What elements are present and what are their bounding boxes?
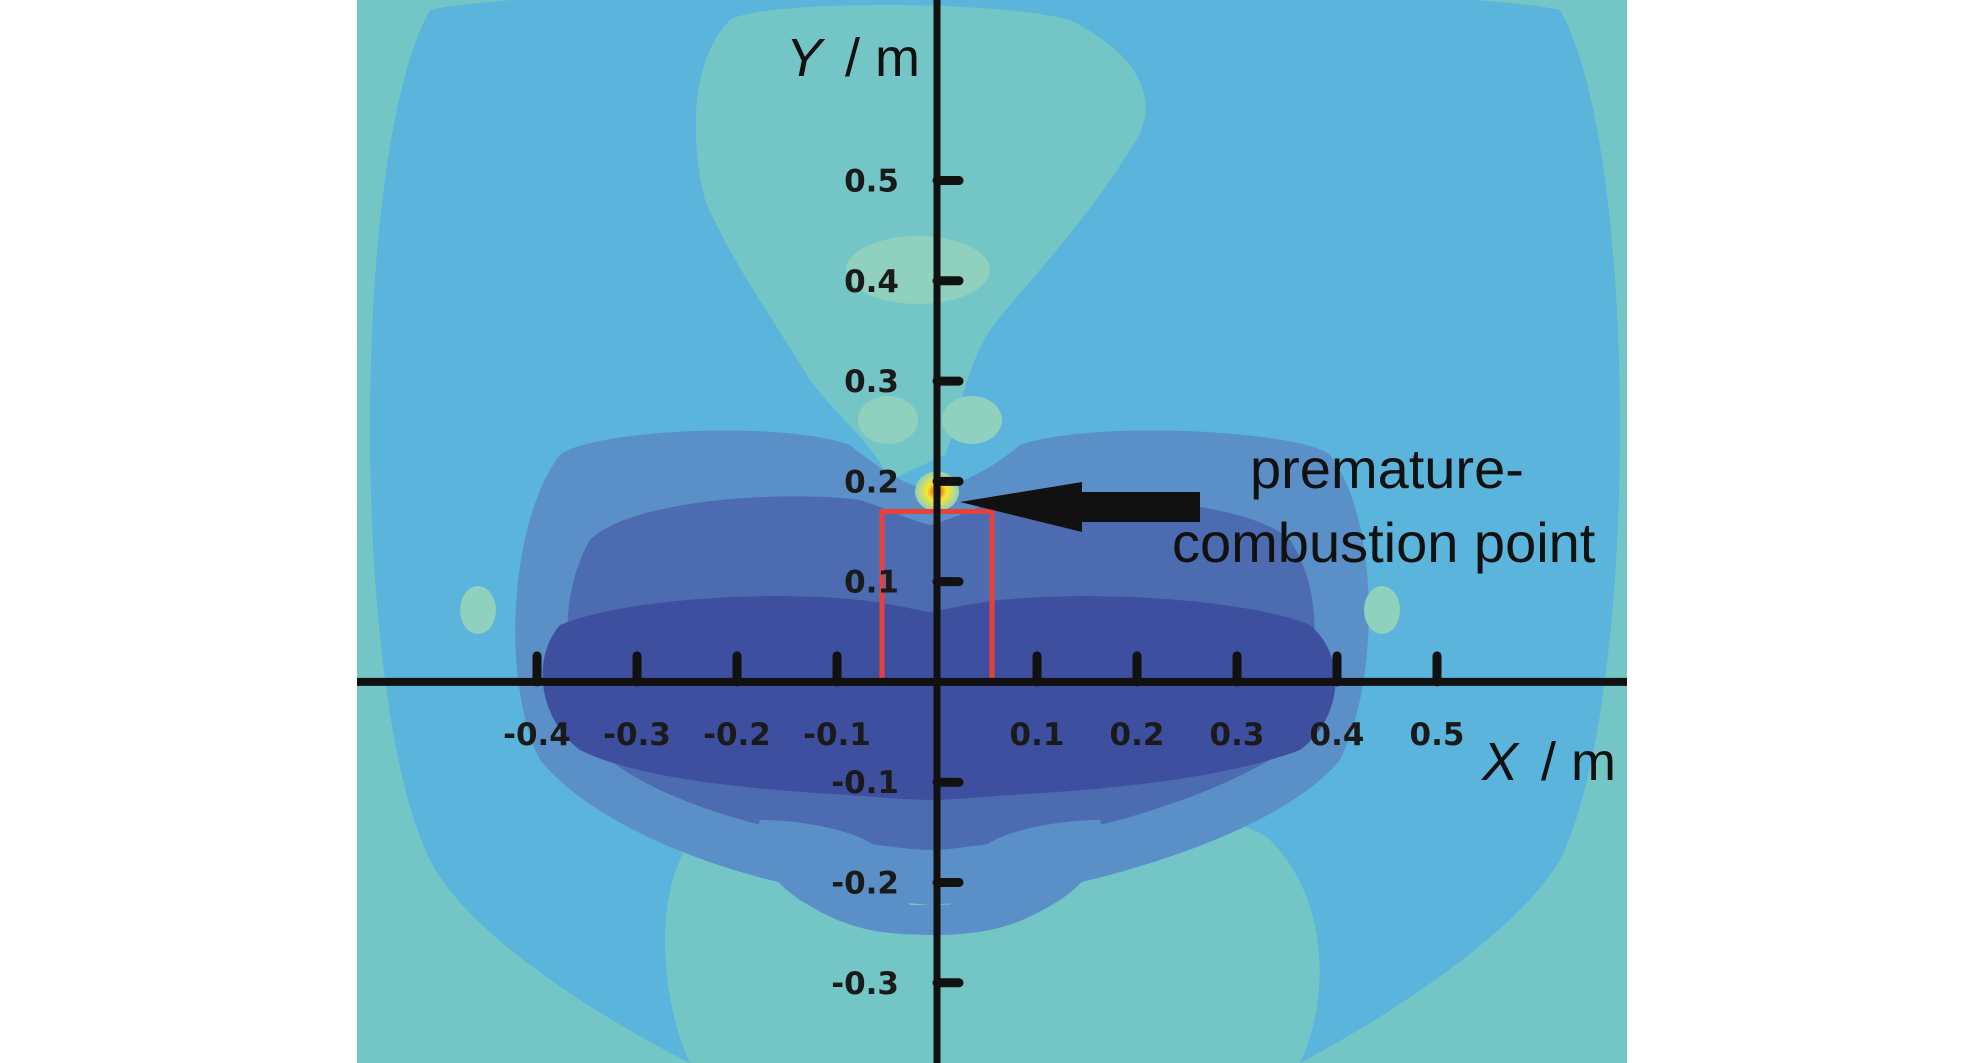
- y-tick-label: 0.2: [844, 464, 899, 500]
- x-tick-label: -0.2: [703, 717, 771, 753]
- x-axis-title: X / m: [1480, 732, 1616, 792]
- y-tick-label: 0.3: [844, 364, 899, 400]
- annotation-arrow: [960, 482, 1200, 532]
- x-tick-label: 0.4: [1310, 717, 1365, 753]
- x-tick-label: -0.4: [503, 717, 571, 753]
- y-axis-title: Y / m: [786, 28, 920, 88]
- x-tick-label: 0.5: [1410, 717, 1465, 753]
- y-tick-label: -0.2: [831, 865, 899, 901]
- x-tick-label: -0.1: [803, 717, 871, 753]
- y-axis-unit: / m: [845, 28, 920, 88]
- contour-lower-dip: [757, 820, 1103, 935]
- x-axis-symbol: X: [1480, 732, 1520, 792]
- contour-plume-spot-upper: [846, 236, 990, 304]
- y-axis-symbol: Y: [786, 28, 826, 88]
- x-tick-label: 0.2: [1110, 717, 1165, 753]
- contour-plume-spot-lower-left: [858, 396, 918, 444]
- x-tick-label: 0.3: [1210, 717, 1265, 753]
- x-axis-unit: / m: [1541, 732, 1616, 792]
- y-tick-label: -0.3: [831, 966, 899, 1002]
- x-tick-label: 0.1: [1010, 717, 1065, 753]
- y-tick-label: 0.1: [844, 565, 899, 601]
- y-ticks: 0.5 0.4 0.3 0.2 0.1 -0.1 -0.2 -0.3: [831, 164, 964, 1002]
- x-tick-label: -0.3: [603, 717, 671, 753]
- x-ticks: -0.4 -0.3 -0.2 -0.1 0.1 0.2 0.3 0.4 0.5: [503, 651, 1465, 753]
- contour-right-blob: [1364, 586, 1400, 634]
- contour-left-blob: [460, 586, 496, 634]
- contour-plume-spot-lower-right: [942, 396, 1002, 444]
- y-tick-label: -0.1: [831, 765, 899, 801]
- y-tick-label: 0.5: [844, 164, 899, 200]
- annotation-line-1: premature-: [1250, 437, 1524, 500]
- annotation-line-2: combustion point: [1172, 511, 1596, 574]
- y-tick-label: 0.4: [844, 264, 899, 300]
